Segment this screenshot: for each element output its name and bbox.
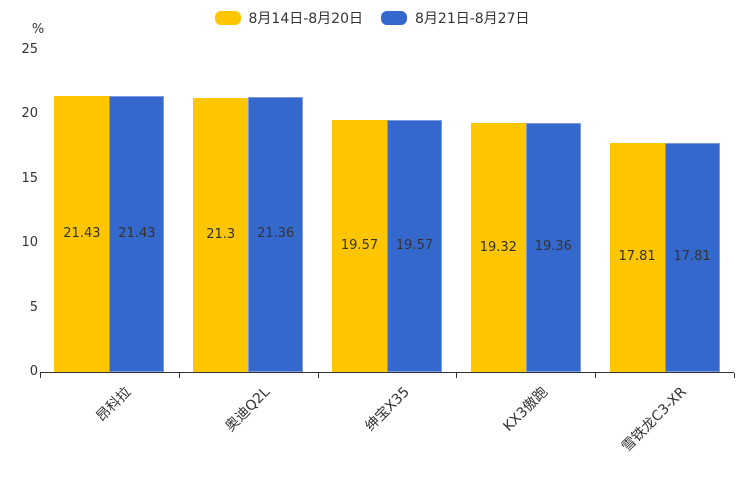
bar-value-s2-c3: 19.36	[534, 239, 572, 255]
bar-s2-c4[interactable]	[664, 142, 720, 372]
bar-value-s1-c3: 19.32	[479, 239, 517, 255]
x-axis-tick-4	[595, 373, 597, 378]
bar-value-s1-c2: 19.57	[340, 237, 379, 253]
x-axis-tick-0	[40, 373, 41, 378]
bar-s2-c3[interactable]	[525, 122, 581, 372]
x-axis-line	[40, 372, 734, 373]
legend-item-week2[interactable]: 8月21日-8月27日	[381, 8, 530, 28]
legend-swatch-week1	[214, 11, 241, 25]
bar-value-s1-c4: 17.81	[618, 249, 656, 265]
legend-swatch-week2	[381, 11, 407, 25]
legend-label-week1: 8月14日-8月20日	[248, 11, 364, 27]
x-axis-label-c4: 雪铁龙C3-XR	[619, 384, 691, 456]
y-axis-tick-label-25: 25	[21, 42, 38, 57]
bar-s1-c3[interactable]	[470, 123, 526, 372]
bar-value-s2-c1: 21.36	[257, 226, 295, 242]
bar-s1-c0[interactable]	[54, 95, 110, 372]
x-axis-tick-3	[456, 373, 458, 378]
bar-s2-c0[interactable]	[109, 95, 165, 372]
x-axis-tick-5	[734, 373, 735, 378]
x-axis-label-c3: KX3傲跑	[500, 384, 552, 435]
x-axis-label-c0: 昂科拉	[93, 384, 135, 426]
bar-s2-c2[interactable]	[387, 119, 442, 372]
chart-legend: 8月14日-8月20日 8月21日-8月27日	[0, 8, 744, 28]
y-axis-tick-label-5: 5	[29, 299, 38, 315]
x-axis-tick-2	[317, 373, 319, 378]
legend-item-week1[interactable]: 8月14日-8月20日	[214, 8, 364, 28]
y-axis-tick-label-20: 20	[21, 106, 38, 122]
bar-s1-c2[interactable]	[332, 119, 387, 372]
legend-label-week2: 8月21日-8月27日	[415, 11, 530, 27]
bar-value-s2-c4: 17.81	[673, 249, 711, 265]
y-axis-tick-label-10: 10	[21, 235, 38, 251]
x-axis-label-c2: 绅宝X35	[361, 384, 413, 435]
y-axis-tick-label-0: 0	[29, 364, 38, 379]
bar-s1-c4[interactable]	[609, 142, 665, 372]
bar-value-s2-c2: 19.57	[395, 237, 434, 253]
bar-value-s1-c0: 21.43	[63, 225, 101, 241]
y-axis-tick-label-15: 15	[21, 170, 38, 186]
bar-value-s2-c0: 21.43	[118, 225, 156, 241]
bar-s2-c1[interactable]	[248, 96, 304, 372]
x-axis-tick-1	[178, 373, 180, 378]
bar-s1-c1[interactable]	[193, 97, 249, 372]
bar-value-s1-c1: 21.3	[206, 226, 236, 242]
y-axis-unit-label: %	[31, 22, 45, 37]
x-axis-label-c1: 奥迪Q2L	[222, 384, 274, 435]
